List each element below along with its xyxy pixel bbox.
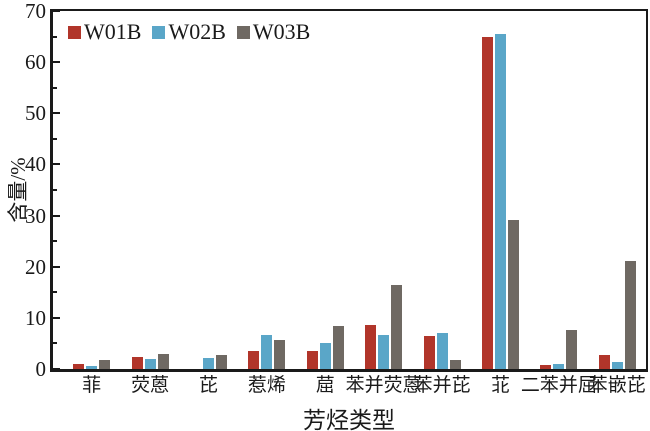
bar-group-6 xyxy=(365,11,403,369)
bar-W01B xyxy=(131,357,143,369)
bar-W01B xyxy=(73,364,85,369)
legend-item-W01B: W01B xyxy=(68,21,141,43)
y-major-tick xyxy=(53,10,60,12)
bar-W03B xyxy=(332,325,344,369)
y-minor-tick xyxy=(53,137,57,140)
bar-W02B xyxy=(611,361,623,369)
legend-item-W02B: W02B xyxy=(152,19,226,44)
bar-group-8 xyxy=(482,11,519,369)
y-major-tick xyxy=(53,61,60,64)
x-tick-label: 苝 xyxy=(490,375,510,396)
legend-swatch xyxy=(236,25,250,39)
bar-W03B xyxy=(99,359,111,369)
bar-W01B xyxy=(306,350,318,369)
y-major-tick xyxy=(53,163,60,166)
y-major-tick xyxy=(53,316,60,319)
y-tick-label: 40 xyxy=(25,152,46,177)
x-tick-label: 苯并芘 xyxy=(413,375,471,396)
bar-W02B xyxy=(495,34,506,369)
y-tick-label: 30 xyxy=(25,203,46,228)
bar-W03B xyxy=(566,329,578,369)
bar-W02B xyxy=(261,335,273,369)
bar-W02B xyxy=(553,363,565,369)
bar-W02B xyxy=(436,332,448,369)
y-major-tick xyxy=(53,214,60,217)
bar-W01B xyxy=(540,364,552,369)
legend-label: W02B xyxy=(168,19,226,44)
bar-W01B xyxy=(482,37,493,369)
y-minor-tick xyxy=(53,189,57,191)
y-tick-label: 20 xyxy=(25,254,46,279)
legend-label: W03B xyxy=(252,19,311,44)
x-tick-label: 苯嵌芘 xyxy=(588,375,646,396)
bar-W03B xyxy=(216,354,227,369)
bar-group-5 xyxy=(306,11,344,369)
legend-swatch xyxy=(68,25,81,39)
bar-W01B xyxy=(598,355,610,369)
y-tick-label: 0 xyxy=(35,357,47,381)
bar-group-4 xyxy=(248,11,286,369)
y-major-tick xyxy=(53,112,60,115)
bar-group-2 xyxy=(131,11,169,369)
bar-W02B xyxy=(86,365,98,369)
bar-W03B xyxy=(449,360,461,369)
chart-legend: W01B W02B W03B xyxy=(68,21,310,43)
bar-W03B xyxy=(508,220,519,369)
legend-label: W01B xyxy=(84,19,142,44)
bar-W03B xyxy=(624,260,636,369)
x-axis-title: 芳烃类型 xyxy=(303,408,395,431)
plot-area: W01B W02B W03B xyxy=(50,9,648,372)
y-tick-label: 70 xyxy=(25,0,46,23)
x-tick-label: 苯并荧蒽 xyxy=(345,375,422,396)
bar-group-1 xyxy=(73,11,111,369)
y-minor-tick xyxy=(53,240,57,243)
y-minor-tick xyxy=(53,291,57,294)
bar-W03B xyxy=(391,284,403,369)
y-minor-tick xyxy=(53,35,57,38)
legend-swatch xyxy=(152,25,166,39)
bar-W01B xyxy=(248,351,260,369)
bar-group-7 xyxy=(423,11,461,369)
y-tick-label: 60 xyxy=(25,50,46,75)
bar-W01B xyxy=(365,325,377,369)
y-major-tick xyxy=(53,265,60,268)
y-axis-title: 含量/% xyxy=(6,157,30,223)
y-tick-label: 10 xyxy=(25,305,46,330)
bar-W02B xyxy=(319,342,331,369)
bar-W02B xyxy=(378,334,390,369)
bar-W03B xyxy=(157,354,169,369)
bar-W02B xyxy=(144,359,156,369)
bar-group-9 xyxy=(540,11,578,369)
bar-W01B xyxy=(423,335,435,369)
bar-group-10 xyxy=(598,11,636,369)
bar-group-3 xyxy=(190,11,227,369)
y-major-tick xyxy=(53,368,60,370)
x-tick-label: 菲 xyxy=(82,375,102,396)
x-tick-label: 惹烯 xyxy=(247,375,286,396)
y-minor-tick xyxy=(53,86,57,89)
bar-W02B xyxy=(203,358,214,369)
legend-item-W03B: W03B xyxy=(236,19,311,44)
bar-W03B xyxy=(274,340,286,369)
x-tick-label: 荧蒽 xyxy=(131,375,170,396)
x-tick-label: 芘 xyxy=(198,375,218,396)
x-tick-label: 二苯并屈 xyxy=(520,375,597,396)
y-minor-tick xyxy=(53,342,57,345)
y-tick-label: 50 xyxy=(25,101,46,126)
x-tick-label: 䓛 xyxy=(315,375,335,396)
